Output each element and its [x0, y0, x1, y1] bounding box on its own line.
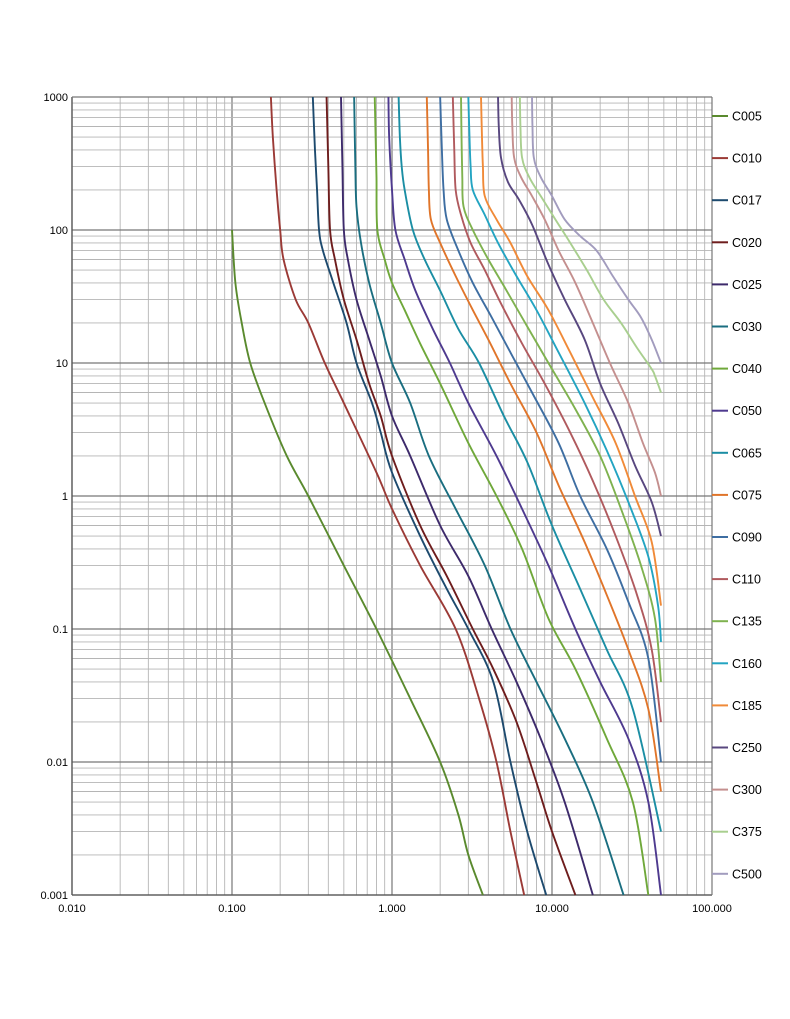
series-line-c030: [353, 96, 625, 896]
legend-label-c017: C017: [732, 194, 762, 208]
series-line-c010: [269, 96, 526, 896]
x-tick-labels: 0.010 0.100 1.000 10.000 100.000: [58, 903, 732, 915]
y-tick-label: 0.01: [47, 757, 68, 769]
series-line-c250: [497, 96, 662, 537]
series-line-c075: [425, 96, 662, 792]
legend-label-c010: C010: [732, 152, 762, 166]
series-line-c090: [439, 96, 662, 763]
series-curves: [231, 96, 662, 896]
series-line-c040: [373, 96, 650, 896]
series-line-c025: [340, 96, 594, 896]
axes: [71, 96, 713, 896]
series-line-c110: [451, 96, 662, 723]
legend-label-c500: C500: [732, 867, 762, 881]
x-tick-label: 10.000: [535, 903, 569, 915]
y-tick-label: 1: [62, 491, 68, 503]
legend-label-c050: C050: [732, 404, 762, 418]
legend-label-c185: C185: [732, 699, 762, 713]
legend-label-c135: C135: [732, 615, 762, 629]
series-line-c160: [467, 96, 662, 642]
series-line-c050: [387, 96, 662, 896]
y-tick-label: 0.001: [40, 890, 68, 902]
y-tick-labels: 1000 100 10 1 0.1 0.01 0.001: [40, 92, 68, 902]
legend-label-c375: C375: [732, 825, 762, 839]
y-tick-label: 10: [56, 358, 68, 370]
y-tick-label: 1000: [44, 92, 68, 104]
series-line-c375: [518, 96, 662, 393]
x-tick-label: 0.010: [58, 903, 86, 915]
grid-lines: [71, 97, 712, 896]
legend-label-c040: C040: [732, 362, 762, 376]
series-line-c500: [531, 96, 662, 364]
series-line-c005: [231, 229, 484, 896]
legend-label-c005: C005: [732, 110, 762, 124]
legend-label-c110: C110: [732, 573, 761, 587]
series-line-c300: [510, 96, 662, 497]
x-tick-label: 100.000: [692, 903, 732, 915]
legend-label-c300: C300: [732, 783, 762, 797]
legend-label-c090: C090: [732, 531, 762, 545]
legend-label-c075: C075: [732, 488, 762, 502]
legend-label-c250: C250: [732, 741, 762, 755]
legend-label-c025: C025: [732, 278, 762, 292]
legend-label-c065: C065: [732, 446, 762, 460]
series-line-c185: [480, 96, 662, 606]
x-tick-label: 0.100: [218, 903, 246, 915]
y-tick-label: 0.1: [53, 624, 68, 636]
series-line-c135: [460, 96, 662, 683]
legend-label-c030: C030: [732, 320, 762, 334]
legend-label-c160: C160: [732, 657, 762, 671]
x-tick-label: 1.000: [378, 903, 406, 915]
y-tick-label: 100: [50, 225, 68, 237]
legend: C005 C010 C017 C020 C025 C030 C040 C050 C065 C075…: [712, 110, 762, 881]
legend-label-c020: C020: [732, 236, 762, 250]
series-line-c017: [311, 96, 548, 896]
series-line-c020: [325, 96, 577, 896]
series-line-c065: [397, 96, 662, 832]
